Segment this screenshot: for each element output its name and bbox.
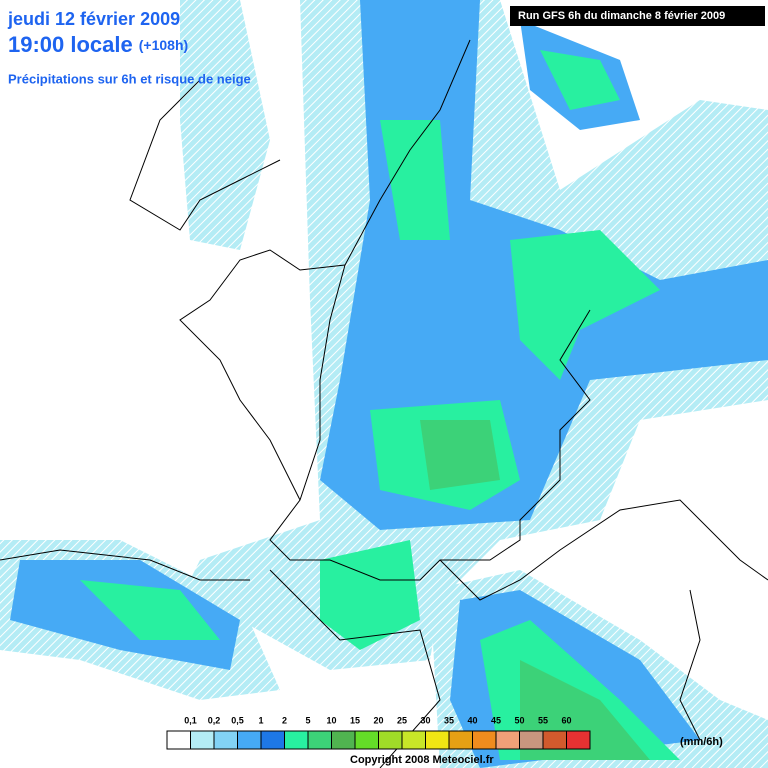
legend-swatch: [354, 730, 379, 750]
run-box: [510, 6, 765, 26]
legend-swatch: [307, 730, 332, 750]
legend-label: 50: [514, 715, 524, 725]
legend-label: 0,2: [208, 715, 221, 725]
legend-swatch: [284, 730, 309, 750]
legend-label: 0,5: [231, 715, 244, 725]
legend-swatch: [213, 730, 238, 750]
legend-swatch: [495, 730, 520, 750]
legend-swatch: [425, 730, 450, 750]
legend-label: 45: [491, 715, 501, 725]
legend-label: 35: [444, 715, 454, 725]
legend-swatch: [237, 730, 262, 750]
legend-label: 20: [373, 715, 383, 725]
legend-label: 5: [305, 715, 310, 725]
legend-swatch: [542, 730, 567, 750]
borders: [0, 39, 768, 768]
legend-label: 15: [350, 715, 360, 725]
legend-label: 0,1: [184, 715, 197, 725]
run: Run GFS 6h du dimanche 8 février 2009: [518, 10, 725, 22]
legend-swatch: [519, 730, 544, 750]
subtitle: Précipitations sur 6h et risque de neige: [8, 71, 251, 86]
legend-label: 1: [258, 715, 263, 725]
legend-swatch: [166, 730, 191, 750]
legend-label: 25: [397, 715, 407, 725]
date: jeudi 12 février 2009: [7, 9, 180, 29]
legend-swatch: [190, 730, 215, 750]
legend-swatch: [472, 730, 497, 750]
legend-label: 30: [420, 715, 430, 725]
legend-label: 2: [282, 715, 287, 725]
time: 19:00 locale (+108h): [8, 32, 188, 57]
legend-swatch: [260, 730, 285, 750]
legend-swatch: [566, 730, 591, 750]
lead: (+108h): [139, 37, 188, 53]
legend-swatch: [331, 730, 356, 750]
time-text: 19:00 locale: [8, 32, 133, 57]
legend: 0,1 0,2 0,5 1 2 5 10 15 20 25 30 35 40 45 50 55 60: [166, 715, 591, 750]
legend-label: 40: [467, 715, 477, 725]
legend-swatch: [401, 730, 426, 750]
legend-label: 60: [561, 715, 571, 725]
legend-swatch: [448, 730, 473, 750]
unit: (mm/6h): [680, 736, 723, 748]
legend-label: 10: [326, 715, 336, 725]
copyright: Copyright 2008 Meteociel.fr: [350, 754, 494, 766]
legend-swatch: [378, 730, 403, 750]
legend-label: 55: [538, 715, 548, 725]
